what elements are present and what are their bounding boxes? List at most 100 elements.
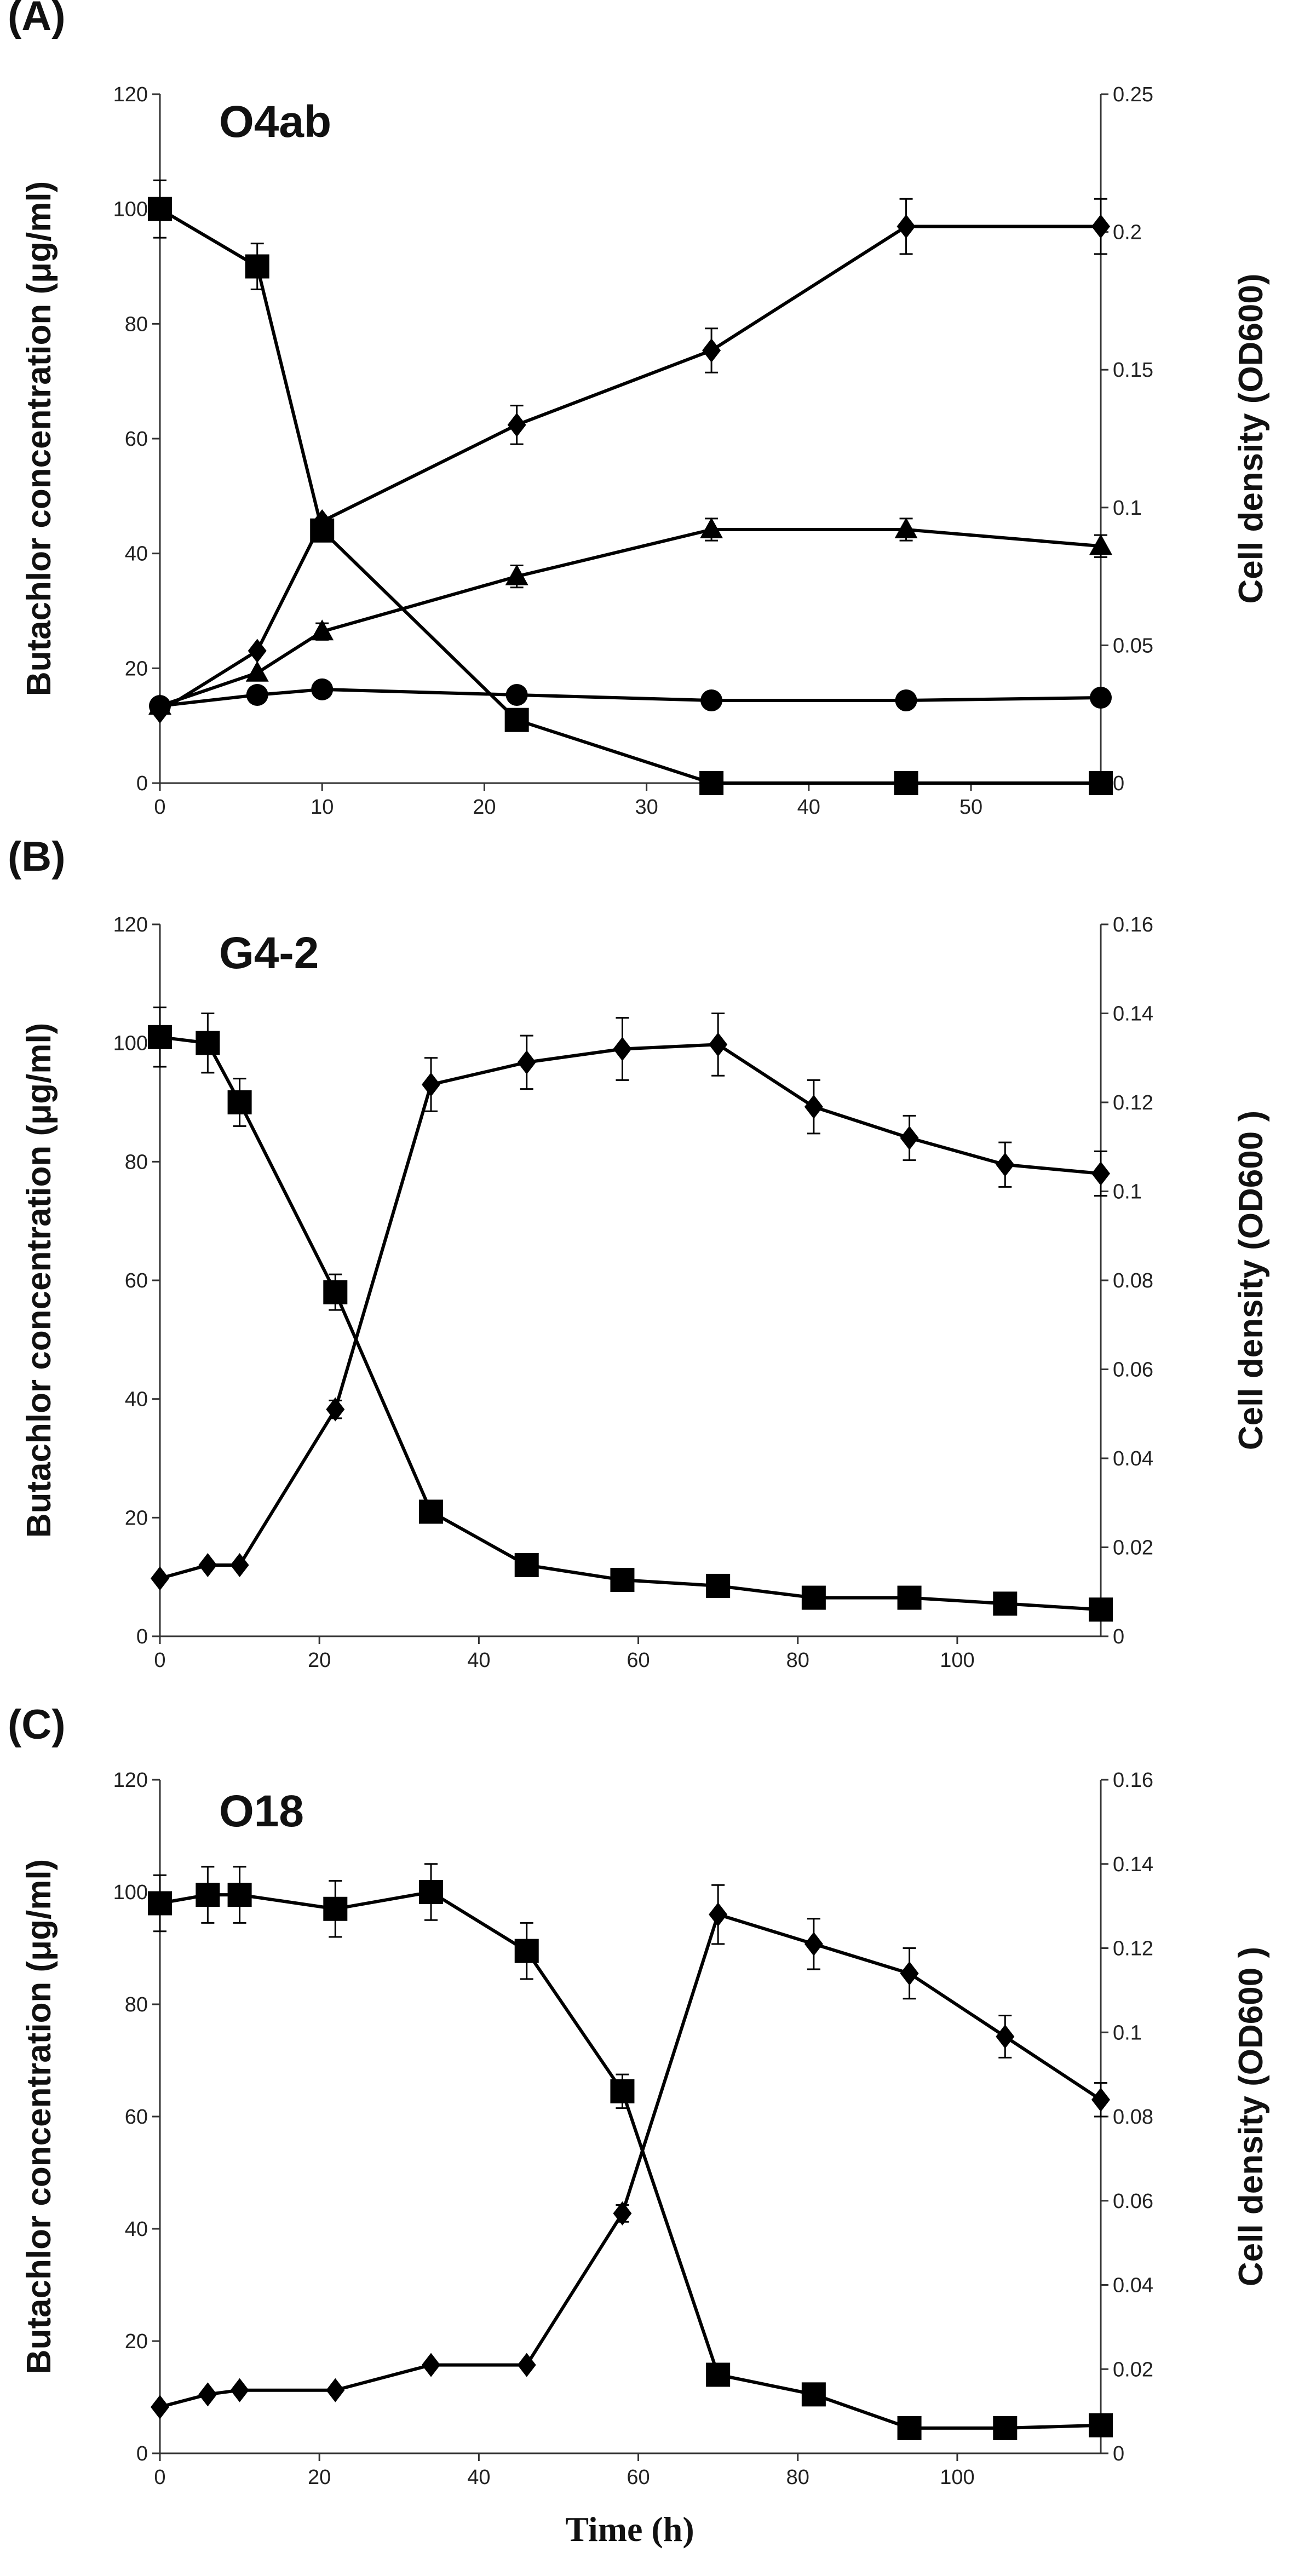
left-tick-label: 120 (113, 83, 148, 106)
data-point-square (706, 1573, 731, 1598)
data-point-circle (246, 683, 268, 706)
data-point-diamond (1091, 2088, 1110, 2112)
chart-panel-2: (C) O18 0 20 40 60 80 100 120 0 0.02 0.04 0.06 0.08 0.… (8, 1701, 1270, 2489)
series-line-square (159, 1890, 1101, 2430)
data-point-diamond (702, 338, 721, 363)
left-tick-label: 60 (125, 1269, 148, 1292)
data-point-square (227, 1883, 252, 1907)
left-tick-label: 80 (125, 1151, 148, 1174)
data-point-square (610, 2079, 635, 2103)
data-point-diamond (248, 639, 267, 663)
data-point-diamond (326, 2378, 345, 2402)
data-point-square (993, 1591, 1018, 1616)
data-point-square (1089, 1597, 1113, 1622)
x-tick-label: 60 (627, 1649, 650, 1672)
data-point-square (148, 1891, 172, 1916)
x-tick-label: 40 (467, 1649, 490, 1672)
x-tick-label: 0 (154, 1649, 165, 1672)
data-point-square (801, 2382, 826, 2407)
panel-label: (C) (8, 1701, 66, 1748)
right-tick-label: 0 (1113, 1625, 1124, 1648)
data-point-square (504, 708, 529, 732)
left-tick-label: 100 (113, 1032, 148, 1055)
left-tick-label: 100 (113, 1881, 148, 1904)
data-point-diamond (230, 2378, 249, 2402)
data-point-diamond (1091, 214, 1110, 239)
data-point-triangle (894, 518, 918, 539)
left-tick-label: 0 (136, 2442, 148, 2465)
right-tick-label: 0.05 (1113, 634, 1153, 657)
left-tick-label: 0 (136, 1625, 148, 1648)
series-line-circle (159, 687, 1101, 708)
right-tick-label: 0.25 (1113, 83, 1153, 106)
data-point-triangle (245, 660, 269, 682)
data-point-square (419, 1499, 444, 1524)
data-point-square (894, 771, 918, 795)
data-point-diamond (517, 1050, 536, 1074)
panel-label: (A) (8, 0, 66, 39)
data-point-square (419, 1880, 444, 1904)
data-point-diamond (1091, 1162, 1110, 1186)
left-tick-label: 120 (113, 1769, 148, 1792)
x-tick-label: 100 (940, 2466, 974, 2489)
right-tick-label: 0.1 (1113, 497, 1142, 520)
data-point-diamond (996, 1152, 1015, 1177)
left-tick-label: 40 (125, 2218, 148, 2241)
right-tick-label: 0.04 (1113, 1447, 1153, 1470)
x-tick-label: 20 (473, 796, 496, 819)
data-point-diamond (507, 412, 526, 437)
left-tick-label: 60 (125, 428, 148, 451)
x-tick-label: 40 (797, 796, 820, 819)
x-tick-label: 20 (308, 1649, 331, 1672)
chart-panel-0: (A)O4ab02040608010012000.050.10.150.20.2… (8, 0, 1270, 819)
data-point-square (227, 1090, 252, 1114)
right-tick-label: 0 (1113, 772, 1124, 795)
left-tick-label: 60 (125, 2106, 148, 2129)
data-point-square (148, 1025, 172, 1049)
right-tick-label: 0.1 (1113, 2021, 1142, 2044)
x-tick-label: 80 (786, 1649, 809, 1672)
panel-label: (B) (8, 833, 66, 880)
data-point-diamond (230, 1553, 249, 1577)
x-tick-label: 60 (627, 2466, 650, 2489)
data-point-diamond (613, 1037, 632, 1061)
data-point-square (514, 1939, 539, 1963)
x-tick-label: 10 (311, 796, 334, 819)
x-tick-label: 40 (467, 2466, 490, 2489)
right-tick-label: 0.04 (1113, 2274, 1153, 2297)
data-point-diamond (198, 2382, 217, 2407)
data-point-diamond (151, 2395, 169, 2419)
data-point-square (897, 1585, 922, 1610)
data-point-diamond (900, 1961, 919, 1986)
data-point-triangle (700, 518, 723, 539)
data-point-diamond (313, 509, 332, 533)
right-tick-label: 0.08 (1113, 1269, 1153, 1292)
right-tick-label: 0.14 (1113, 1853, 1153, 1876)
right-tick-label: 0.16 (1113, 913, 1153, 936)
chart-title: G4-2 (219, 928, 319, 978)
data-point-square (610, 1568, 635, 1592)
data-point-circle (1090, 687, 1112, 709)
y-axis-label: Butachlor concentration (μg/ml) (20, 1023, 58, 1538)
data-point-square (196, 1883, 220, 1907)
left-tick-label: 20 (125, 1507, 148, 1530)
data-point-square (196, 1031, 220, 1055)
data-point-diamond (804, 1095, 823, 1119)
data-point-circle (311, 678, 334, 700)
data-point-diamond (613, 2201, 632, 2226)
x-axis-label: Time (h) (565, 2510, 694, 2549)
series-line-triangle (159, 528, 1101, 708)
series-line-diamond (159, 1043, 1101, 1580)
data-point-diamond (996, 2024, 1015, 2049)
right-tick-label: 0.02 (1113, 2358, 1153, 2381)
data-point-square (993, 2416, 1018, 2440)
left-tick-label: 0 (136, 772, 148, 795)
data-point-diamond (709, 1032, 728, 1057)
data-point-square (323, 1280, 348, 1304)
left-tick-label: 20 (125, 657, 148, 680)
data-point-square (245, 254, 269, 279)
left-tick-label: 20 (125, 2330, 148, 2353)
data-point-diamond (517, 2353, 536, 2377)
right-tick-label: 0.12 (1113, 1091, 1153, 1114)
